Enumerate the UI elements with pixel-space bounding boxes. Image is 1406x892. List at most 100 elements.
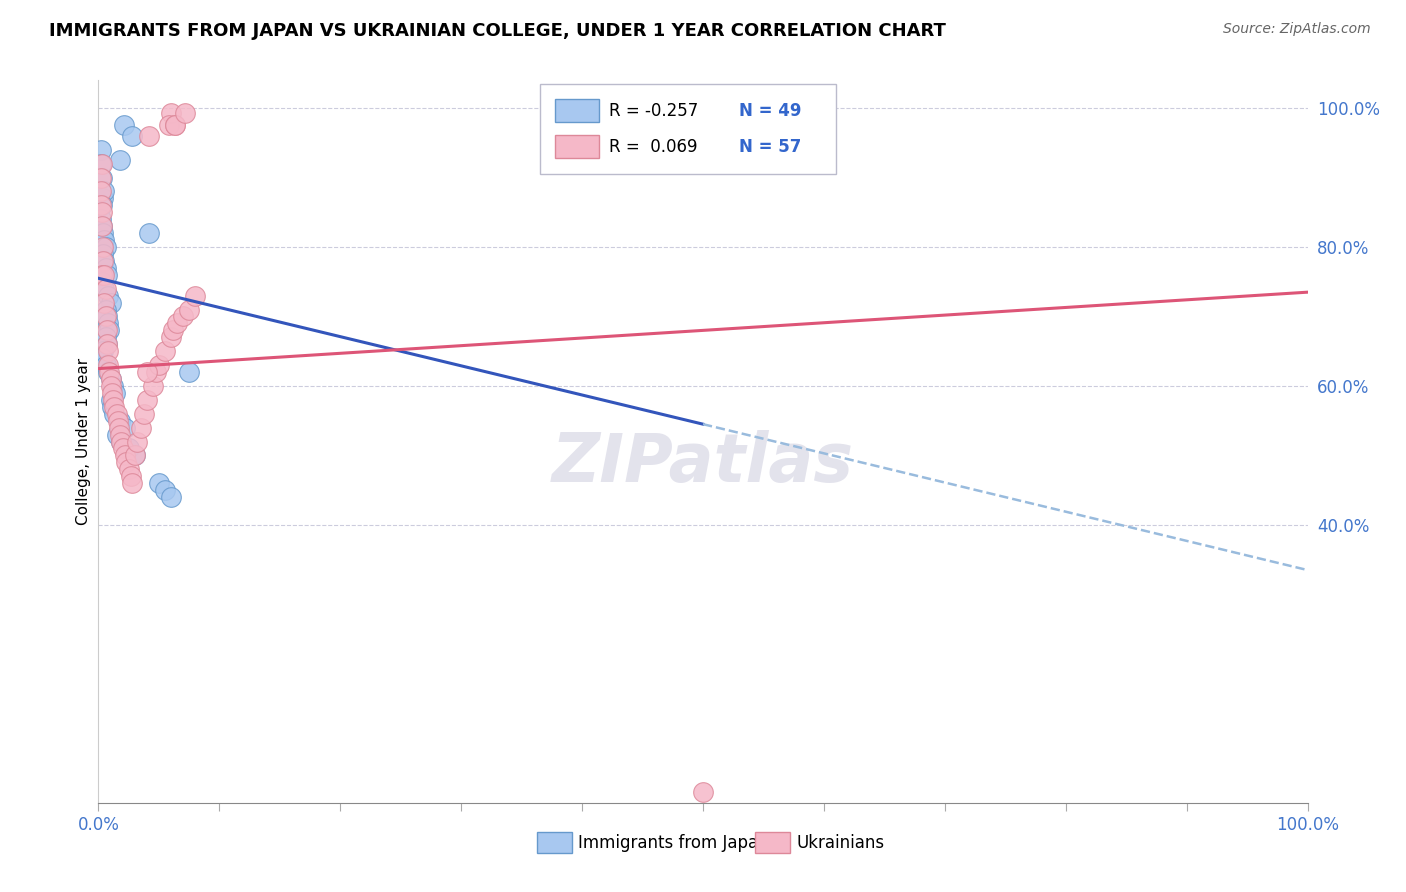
Point	[91, 275, 114, 289]
Text: N = 57: N = 57	[740, 137, 801, 156]
Point	[91, 170, 114, 185]
Point	[138, 226, 160, 240]
Point	[91, 191, 114, 205]
Point	[91, 344, 114, 359]
FancyBboxPatch shape	[555, 136, 599, 158]
Point	[91, 226, 114, 240]
Point	[97, 344, 120, 359]
Point	[100, 372, 122, 386]
Point	[93, 268, 115, 282]
Text: Immigrants from Japan: Immigrants from Japan	[578, 833, 769, 852]
Point	[100, 385, 122, 400]
Point	[153, 344, 176, 359]
Point	[114, 449, 136, 463]
Point	[94, 260, 117, 275]
Point	[93, 295, 115, 310]
Point	[100, 392, 122, 407]
Point	[91, 268, 114, 282]
Point	[97, 288, 120, 302]
Point	[100, 400, 122, 414]
Point	[90, 212, 112, 227]
Point	[115, 455, 138, 469]
Point	[162, 323, 184, 337]
Point	[94, 358, 117, 372]
Point	[112, 119, 135, 133]
Point	[110, 434, 132, 449]
Text: N = 49: N = 49	[740, 102, 801, 120]
Point	[160, 490, 183, 504]
Point	[145, 365, 167, 379]
Point	[100, 295, 122, 310]
Point	[148, 358, 170, 372]
Point	[142, 379, 165, 393]
Point	[94, 282, 117, 296]
FancyBboxPatch shape	[555, 99, 599, 122]
Point	[97, 317, 120, 331]
Point	[111, 442, 134, 456]
Point	[94, 330, 117, 344]
Point	[96, 268, 118, 282]
Point	[91, 198, 114, 212]
Text: IMMIGRANTS FROM JAPAN VS UKRAINIAN COLLEGE, UNDER 1 YEAR CORRELATION CHART: IMMIGRANTS FROM JAPAN VS UKRAINIAN COLLE…	[49, 22, 946, 40]
Point	[90, 156, 112, 170]
Point	[692, 785, 714, 799]
Point	[172, 310, 194, 324]
Point	[135, 392, 157, 407]
Point	[135, 365, 157, 379]
Point	[118, 442, 141, 456]
Point	[124, 449, 146, 463]
Point	[153, 483, 176, 498]
Point	[98, 323, 121, 337]
Point	[93, 185, 115, 199]
Point	[90, 198, 112, 212]
Point	[110, 434, 132, 449]
Point	[91, 351, 114, 366]
Point	[138, 128, 160, 143]
Point	[121, 476, 143, 491]
Point	[93, 253, 115, 268]
Point	[105, 407, 128, 421]
Point	[105, 427, 128, 442]
Point	[91, 240, 114, 254]
Point	[108, 420, 131, 434]
Point	[96, 310, 118, 324]
Point	[97, 365, 120, 379]
Point	[93, 282, 115, 296]
Point	[101, 379, 124, 393]
FancyBboxPatch shape	[537, 832, 572, 854]
Point	[91, 253, 114, 268]
Point	[97, 358, 120, 372]
Point	[108, 427, 131, 442]
Point	[127, 434, 149, 449]
Point	[108, 153, 131, 168]
Point	[90, 143, 112, 157]
Text: R =  0.069: R = 0.069	[609, 137, 697, 156]
Point	[91, 219, 114, 234]
Point	[129, 420, 152, 434]
Point	[103, 407, 125, 421]
Point	[91, 156, 114, 170]
Text: Ukrainians: Ukrainians	[796, 833, 884, 852]
Point	[163, 119, 186, 133]
Point	[121, 128, 143, 143]
Point	[160, 106, 183, 120]
Point	[148, 476, 170, 491]
Point	[118, 462, 141, 476]
Text: Source: ZipAtlas.com: Source: ZipAtlas.com	[1223, 22, 1371, 37]
Point	[179, 302, 201, 317]
Point	[94, 310, 117, 324]
Text: ZIPatlas: ZIPatlas	[553, 430, 853, 496]
Point	[104, 385, 127, 400]
Y-axis label: College, Under 1 year: College, Under 1 year	[76, 358, 91, 525]
Point	[163, 119, 186, 133]
Point	[157, 119, 180, 133]
Point	[184, 288, 207, 302]
Point	[124, 449, 146, 463]
Point	[114, 420, 136, 434]
Point	[91, 219, 114, 234]
Point	[98, 365, 121, 379]
Point	[100, 379, 122, 393]
Point	[160, 330, 183, 344]
Point	[94, 302, 117, 317]
Point	[91, 205, 114, 219]
